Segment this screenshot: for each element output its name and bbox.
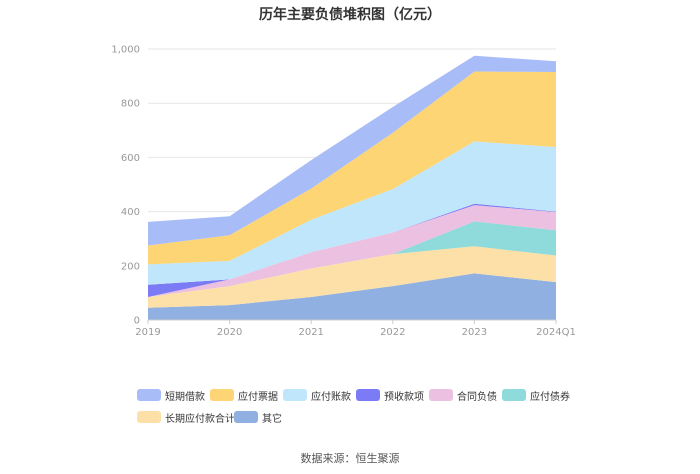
area-series-6 — [148, 141, 556, 285]
legend-item[interactable]: 应付债券 — [502, 388, 570, 403]
legend-swatch — [283, 389, 307, 401]
legend-item[interactable]: 预收款项 — [356, 388, 424, 403]
x-tick-label: 2020 — [217, 327, 242, 338]
area-series — [148, 55, 556, 320]
chart-title: 历年主要负债堆积图（亿元） — [259, 7, 441, 23]
x-tick-label: 2023 — [462, 327, 487, 338]
area-series-5 — [148, 203, 556, 297]
x-tick-label: 2021 — [298, 327, 323, 338]
legend-item[interactable]: 应付票据 — [210, 388, 278, 403]
y-tick-label: 200 — [121, 261, 140, 272]
legend-swatch — [137, 411, 161, 423]
legend-label: 长期应付款合计 — [165, 413, 235, 425]
legend-label: 应付债券 — [530, 391, 570, 403]
legend-label: 短期借款 — [165, 391, 205, 403]
area-series-1 — [148, 273, 556, 320]
area-series-4 — [148, 205, 556, 297]
y-axis-ticks: 0 200 400 600 800 1,000 — [111, 45, 140, 327]
x-axis-ticks: 2019 2020 2021 2022 2023 2024Q1 — [135, 320, 576, 338]
legend-item[interactable]: 应付账款 — [283, 388, 351, 403]
legend-swatch — [234, 411, 258, 423]
legend-swatch — [137, 389, 161, 401]
x-tick-label: 2024Q1 — [536, 327, 576, 338]
legend-item[interactable]: 其它 — [234, 410, 282, 425]
x-tick-label: 2022 — [380, 327, 405, 338]
area-series-8 — [148, 55, 556, 246]
legend-swatch — [429, 389, 453, 401]
area-series-7 — [148, 71, 556, 265]
legend-label: 预收款项 — [384, 391, 424, 403]
legend-label: 其它 — [262, 413, 282, 425]
y-tick-label: 800 — [121, 99, 140, 110]
y-tick-label: 0 — [134, 316, 140, 327]
y-tick-label: 1,000 — [111, 45, 140, 56]
legend-item[interactable]: 合同负债 — [429, 388, 497, 403]
y-tick-label: 400 — [121, 207, 140, 218]
legend-swatch — [502, 389, 526, 401]
x-tick-label: 2019 — [135, 327, 160, 338]
legend-label: 应付票据 — [238, 391, 278, 403]
data-source-note: 数据来源：恒生聚源 — [300, 452, 400, 465]
area-series-2 — [148, 246, 556, 308]
legend-label: 合同负债 — [457, 391, 497, 403]
legend-label: 应付账款 — [311, 391, 351, 403]
area-series-3 — [148, 221, 556, 297]
legend-swatch — [210, 389, 234, 401]
y-tick-label: 600 — [121, 153, 140, 164]
legend-item[interactable]: 短期借款 — [137, 388, 205, 403]
legend-swatch — [356, 389, 380, 401]
legend-item[interactable]: 长期应付款合计 — [137, 410, 235, 425]
